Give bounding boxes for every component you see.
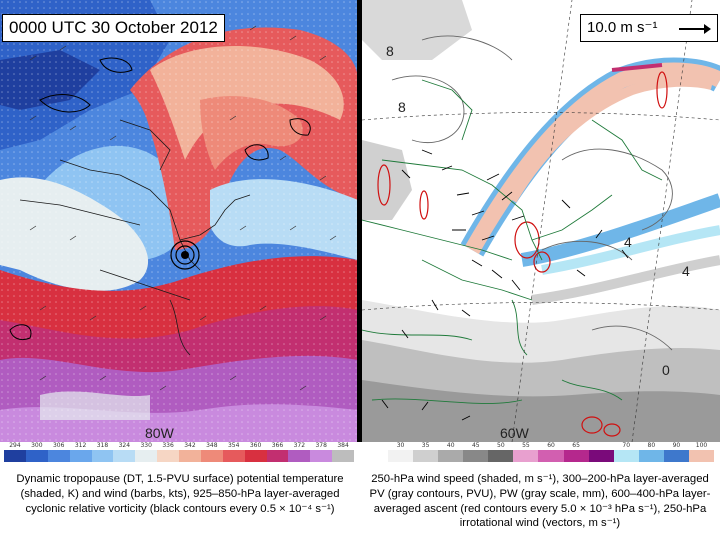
right-map-panel: 8 8 4 0 4 60W 10.0 m s⁻¹: [362, 0, 720, 442]
colorbar-segment: [288, 450, 311, 462]
colorbar-segment: [47, 450, 70, 462]
right-meridian-label: 60W: [500, 425, 530, 441]
colorbar-segment: [135, 450, 158, 462]
colorbar-segment: [91, 450, 114, 462]
colorbar-segment: [538, 450, 564, 462]
colorbar-tick-label: 80: [647, 442, 656, 449]
colorbar-segment: [244, 450, 267, 462]
pv-label-4: 0: [662, 362, 670, 378]
graticule: [362, 0, 720, 442]
colorbar-tick-label: 366: [271, 442, 284, 449]
pv-label-3: 4: [624, 234, 632, 250]
colorbar-segment: [588, 450, 614, 462]
colorbar-tick-label: 318: [96, 442, 109, 449]
vorticity-contours: [9, 57, 311, 341]
colorbar-tick-label: 342: [184, 442, 196, 449]
left-coastlines: [19, 119, 251, 356]
colorbar-tick-label: 306: [52, 442, 65, 449]
colorbar-tick-label: 55: [522, 442, 530, 449]
colorbar-segment: [488, 450, 514, 462]
irrotational-wind-vectors: [381, 149, 629, 421]
colorbar-tick-label: 384: [337, 442, 349, 449]
pv-label-1: 8: [386, 43, 394, 59]
colorbar-tick-label: 336: [162, 442, 174, 449]
colorbar-tick-label: 294: [9, 442, 21, 449]
left-map-panel: 80W 0000 UTC 30 October 2012: [0, 0, 358, 442]
colorbar-segment: [266, 450, 289, 462]
colorbar-segment: [310, 450, 333, 462]
colorbar-tick-label: 378: [315, 442, 327, 449]
colorbar-segment: [388, 450, 414, 462]
colorbar-segment: [688, 450, 715, 462]
left-meridian-label: 80W: [145, 425, 175, 441]
colorbar-tick-label: 330: [140, 442, 152, 449]
pv-label-2: 8: [398, 99, 406, 115]
right-caption: 250-hPa wind speed (shaded, m s⁻¹), 300–…: [369, 473, 711, 530]
left-colorbar-ticks: 294 300 306 312 318 324 330 336 342 348 354 360 366 3…: [4, 442, 354, 450]
colorbar-segment: [179, 450, 201, 462]
colorbar-segment: [663, 450, 689, 462]
valid-time-title: 0000 UTC 30 October 2012: [2, 14, 225, 42]
colorbar-tick-label: 90: [672, 442, 681, 449]
colorbar-segment: [332, 450, 354, 462]
colorbar-segment: [463, 450, 489, 462]
colorbar-tick-label: [589, 442, 614, 450]
colorbar-segment: [638, 450, 664, 462]
colorbar-segment: [513, 450, 539, 462]
left-map-svg: 80W: [0, 0, 358, 442]
ascent-contours: [377, 71, 668, 437]
cyclone-center: [170, 240, 200, 270]
colorbar-tick-label: 30: [396, 442, 405, 449]
reference-vector-label: 10.0 m s⁻¹: [587, 19, 658, 36]
right-map-svg: 8 8 4 0 4 60W: [362, 0, 720, 442]
colorbar-tick-label: 65: [572, 442, 580, 449]
colorbar-segment: [438, 450, 464, 462]
colorbar-segment: [4, 450, 26, 462]
right-colorbar: [388, 450, 715, 462]
colorbar-segment: [200, 450, 223, 462]
colorbar-tick-label: 100: [695, 442, 708, 449]
colorbar-segment: [157, 450, 179, 462]
colorbar-segment: [563, 450, 589, 462]
colorbar-tick-label: 50: [497, 442, 505, 449]
colorbar-segment: [69, 450, 92, 462]
colorbar-tick-label: 40: [446, 442, 455, 449]
colorbar-tick-label: 348: [206, 442, 218, 449]
colorbar-segment: [222, 450, 245, 462]
pv-label-5: 4: [682, 263, 690, 279]
colorbar-segment: [113, 450, 136, 462]
colorbar-tick-label: 35: [421, 442, 430, 449]
right-coastlines: [362, 79, 663, 404]
colorbar-tick-label: 60: [547, 442, 555, 449]
colorbar-segment: [413, 450, 439, 462]
right-colorbar-ticks: 30 35 40 45 50 55 60 65 70 80 90 100: [388, 442, 714, 450]
colorbar-tick-label: 300: [31, 442, 43, 449]
colorbar-tick-label: 360: [249, 442, 262, 449]
left-caption: Dynamic tropopause (DT, 1.5-PVU surface)…: [16, 473, 344, 515]
colorbar-tick-label: 372: [293, 442, 306, 449]
reference-vector-box: 10.0 m s⁻¹: [580, 14, 718, 42]
colorbar-tick-label: 354: [227, 442, 240, 449]
left-colorbar: [4, 450, 354, 462]
panel-divider: [357, 0, 362, 442]
colorbar-segment: [25, 450, 48, 462]
colorbar-tick-label: 324: [118, 442, 131, 449]
colorbar-tick-label: 312: [74, 442, 87, 449]
reference-arrow-icon: [679, 24, 711, 34]
colorbar-tick-label: 70: [622, 442, 631, 449]
colorbar-segment: [613, 450, 639, 462]
colorbar-tick-label: 45: [471, 442, 480, 449]
